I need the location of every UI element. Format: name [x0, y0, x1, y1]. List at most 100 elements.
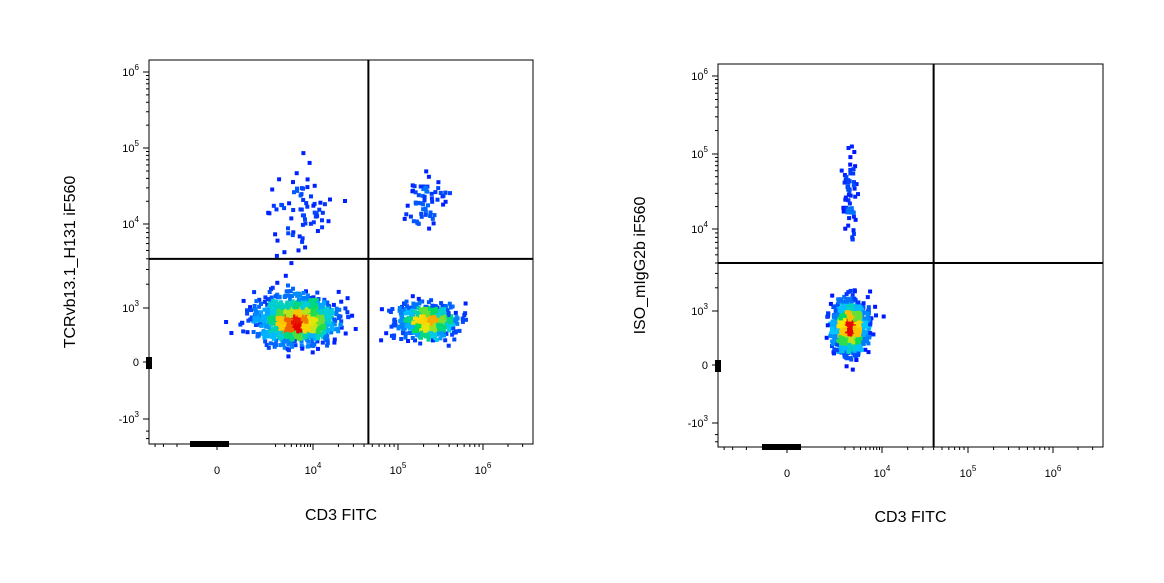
event-dot — [432, 322, 437, 326]
pile-mark — [774, 444, 777, 450]
event-dot — [850, 329, 855, 334]
event-dot — [419, 321, 424, 326]
event-dot — [298, 335, 303, 340]
event-dot — [310, 299, 315, 304]
event-dot — [291, 320, 295, 325]
event-dot — [254, 299, 259, 304]
event-dot — [275, 322, 280, 326]
x-tick-label: 0 — [784, 468, 790, 480]
event-dot — [828, 301, 833, 306]
event-dot — [229, 331, 234, 335]
event-dot — [301, 290, 306, 295]
event-dot — [433, 190, 438, 195]
event-dot — [403, 335, 408, 340]
event-dot — [449, 314, 454, 319]
event-dot — [427, 320, 432, 325]
event-dot — [415, 220, 420, 225]
event-dot — [409, 305, 414, 310]
event-dot — [840, 349, 845, 354]
event-dot — [842, 307, 847, 312]
event-dot — [311, 203, 316, 208]
event-dot — [266, 345, 271, 350]
event-dot — [300, 236, 305, 241]
event-dot — [314, 298, 319, 303]
event-dots — [824, 144, 886, 372]
pile-mark — [217, 441, 220, 447]
event-dot — [432, 325, 437, 330]
event-dot — [863, 347, 868, 352]
event-dot — [843, 327, 847, 332]
event-dot — [268, 329, 273, 334]
event-dot — [829, 330, 834, 335]
event-dot — [852, 338, 857, 343]
event-dot — [295, 302, 299, 307]
event-dot — [426, 333, 431, 338]
event-dot — [435, 332, 440, 337]
event-dot — [434, 318, 439, 323]
event-dot — [420, 299, 425, 304]
event-dot — [861, 332, 866, 337]
event-dot — [843, 177, 848, 182]
event-dot — [438, 190, 443, 195]
event-dot — [833, 308, 838, 313]
event-dot — [322, 202, 327, 207]
event-dot — [824, 335, 829, 340]
event-dot — [448, 191, 452, 196]
event-dot — [840, 313, 845, 318]
pile-mark — [190, 441, 193, 447]
event-dot — [259, 323, 264, 328]
event-dot — [841, 209, 846, 214]
event-dot — [271, 326, 276, 331]
event-dot — [279, 335, 284, 340]
event-dot — [410, 336, 415, 340]
event-dot — [439, 331, 444, 336]
event-dot — [273, 320, 278, 325]
event-dot — [855, 323, 860, 328]
y-tick-label: 106 — [691, 67, 708, 83]
event-dot — [305, 204, 310, 209]
event-dot — [862, 337, 867, 342]
event-dot — [318, 200, 323, 205]
event-dot — [306, 313, 311, 318]
event-dot — [446, 317, 451, 322]
event-dot — [286, 283, 290, 288]
event-dot — [285, 323, 290, 328]
event-dot — [862, 330, 867, 335]
pile-mark — [771, 444, 774, 450]
event-dot — [298, 328, 303, 333]
event-dot — [432, 315, 437, 320]
event-dot — [392, 318, 397, 323]
event-dot — [433, 328, 437, 333]
event-dot — [345, 296, 350, 301]
event-dot — [324, 313, 329, 318]
event-dot — [325, 300, 330, 305]
event-dot — [408, 214, 413, 219]
event-dot — [402, 302, 407, 306]
event-dot — [279, 310, 283, 315]
event-dot — [435, 327, 440, 332]
event-dot — [274, 338, 279, 343]
event-dot — [249, 308, 253, 313]
event-dot — [304, 319, 309, 324]
event-dot — [280, 325, 285, 330]
event-dot — [317, 207, 322, 212]
event-dot — [843, 354, 848, 359]
event-dot — [409, 316, 413, 321]
event-dot — [271, 336, 276, 341]
pile-mark — [789, 444, 792, 450]
event-dot — [447, 301, 452, 306]
event-dot — [325, 323, 330, 328]
event-dot — [834, 340, 839, 345]
event-dot — [295, 188, 300, 193]
event-dot — [845, 327, 850, 332]
event-dot — [291, 230, 296, 235]
plot-frame — [148, 59, 534, 445]
event-dot — [307, 298, 312, 303]
event-dot — [850, 367, 855, 372]
event-dot — [413, 316, 418, 321]
event-dot — [272, 312, 277, 317]
event-dot — [410, 294, 415, 299]
event-dot — [462, 313, 467, 318]
event-dot — [289, 308, 294, 313]
event-dot — [264, 343, 269, 347]
